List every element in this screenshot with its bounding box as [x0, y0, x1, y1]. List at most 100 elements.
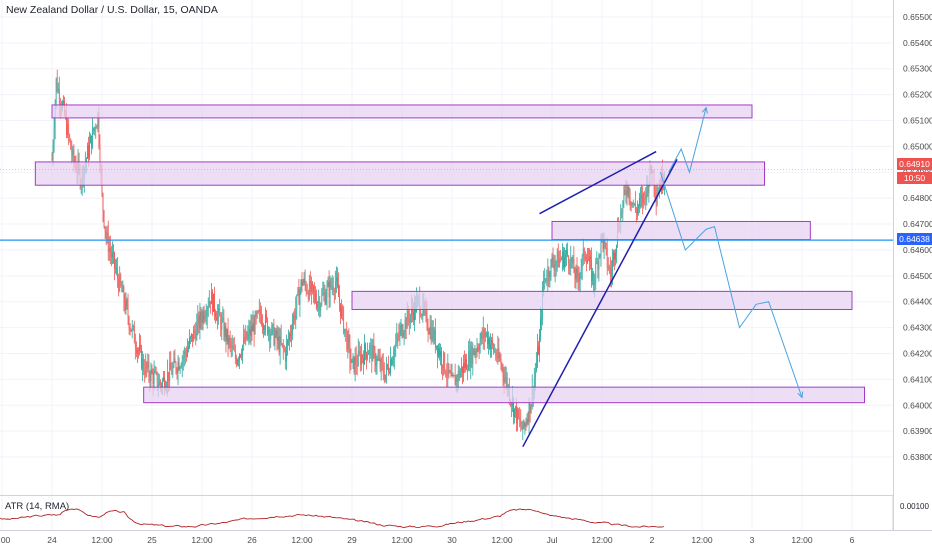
candle-down — [358, 350, 360, 354]
candle-up — [302, 282, 304, 286]
candle-down — [350, 360, 352, 363]
candle-up — [252, 323, 254, 332]
candle-down — [567, 250, 568, 256]
candle-up — [564, 257, 565, 268]
candle-up — [414, 301, 415, 320]
candle-down — [624, 189, 626, 191]
candle-up — [228, 337, 230, 345]
candle-up — [89, 143, 90, 158]
candle-down — [278, 336, 280, 353]
candle-down — [430, 326, 432, 341]
candle-up — [526, 419, 528, 425]
candle-down — [452, 374, 454, 377]
candle-down — [609, 267, 611, 276]
candle-down — [290, 334, 291, 336]
candle-up — [598, 256, 600, 270]
candles — [51, 69, 665, 441]
drawings[interactable] — [0, 106, 893, 448]
candle-down — [545, 278, 547, 282]
candle-down — [340, 303, 341, 317]
candle-down — [161, 385, 162, 388]
atr-pane — [0, 495, 894, 530]
candle-down — [434, 329, 436, 348]
candle-down — [493, 344, 495, 352]
candle-down — [305, 283, 307, 292]
candle-down — [282, 343, 284, 349]
candle-up — [237, 360, 238, 365]
candle-down — [149, 375, 151, 382]
candle-down — [345, 328, 347, 331]
candle-down — [58, 88, 60, 104]
candle-down — [144, 371, 146, 375]
candle-down — [413, 311, 414, 320]
candle-down — [374, 349, 376, 366]
price-tick-label: 0.64500 — [903, 271, 932, 281]
candle-up — [522, 420, 524, 430]
time-tick-label: 25 — [147, 535, 157, 545]
candle-up — [157, 385, 159, 387]
candle-up — [453, 375, 455, 377]
candle-up — [643, 192, 645, 204]
candle-up — [505, 377, 507, 379]
candle-down — [578, 278, 580, 282]
candle-down — [398, 336, 400, 338]
candle-up — [295, 308, 297, 320]
candle-up — [622, 201, 624, 213]
candle-down — [244, 336, 246, 343]
candle-up — [656, 194, 658, 203]
candle-up — [392, 360, 393, 365]
candle-down — [391, 359, 392, 365]
candle-down — [134, 343, 136, 349]
candle-up — [189, 338, 190, 347]
candle-down — [495, 351, 497, 357]
time-tick-label: 12:00 — [391, 535, 413, 545]
candle-down — [115, 267, 116, 269]
zones[interactable] — [34, 104, 865, 404]
candle-down — [563, 251, 564, 268]
candle-up — [594, 281, 596, 285]
candle-down — [109, 248, 111, 253]
candle-down — [156, 371, 158, 387]
candle-up — [533, 378, 535, 395]
candle-down — [439, 348, 440, 357]
candle-up — [556, 251, 558, 262]
candle-down — [168, 371, 170, 382]
candle-up — [153, 372, 155, 385]
candle-down — [102, 193, 104, 211]
candle-down — [401, 325, 403, 337]
candle-down — [448, 363, 450, 373]
candle-up — [169, 362, 171, 382]
candle-up — [341, 307, 342, 317]
candle-down — [371, 345, 373, 362]
candle-up — [595, 263, 597, 282]
candle-down — [519, 417, 521, 420]
candle-up — [196, 323, 198, 340]
time-tick-label: 6 — [850, 535, 855, 545]
candle-down — [107, 232, 109, 253]
atr-indicator-label[interactable]: ATR (14, RMA) — [5, 501, 70, 512]
last-price-tag: 0.64910 — [897, 158, 932, 170]
candle-down — [184, 351, 186, 355]
candle-down — [625, 190, 627, 195]
time-tick-label: 29 — [347, 535, 357, 545]
candle-up — [322, 293, 324, 295]
candle-down — [513, 398, 514, 417]
candle-up — [336, 277, 337, 282]
candle-down — [312, 282, 313, 286]
candle-down — [324, 292, 326, 304]
candle-up — [108, 248, 110, 253]
candle-down — [128, 317, 130, 329]
candle-down — [477, 347, 479, 350]
candle-up — [584, 256, 586, 259]
candle-down — [499, 358, 501, 361]
candle-up — [572, 257, 574, 264]
candle-down — [171, 370, 173, 375]
candle-down — [257, 311, 259, 313]
candle-up — [243, 336, 245, 346]
candle-up — [254, 313, 256, 335]
candle-up — [468, 351, 470, 371]
candle-down — [449, 372, 451, 374]
atr-axis-tick: 0.00100 — [900, 502, 929, 511]
candle-down — [355, 357, 357, 366]
